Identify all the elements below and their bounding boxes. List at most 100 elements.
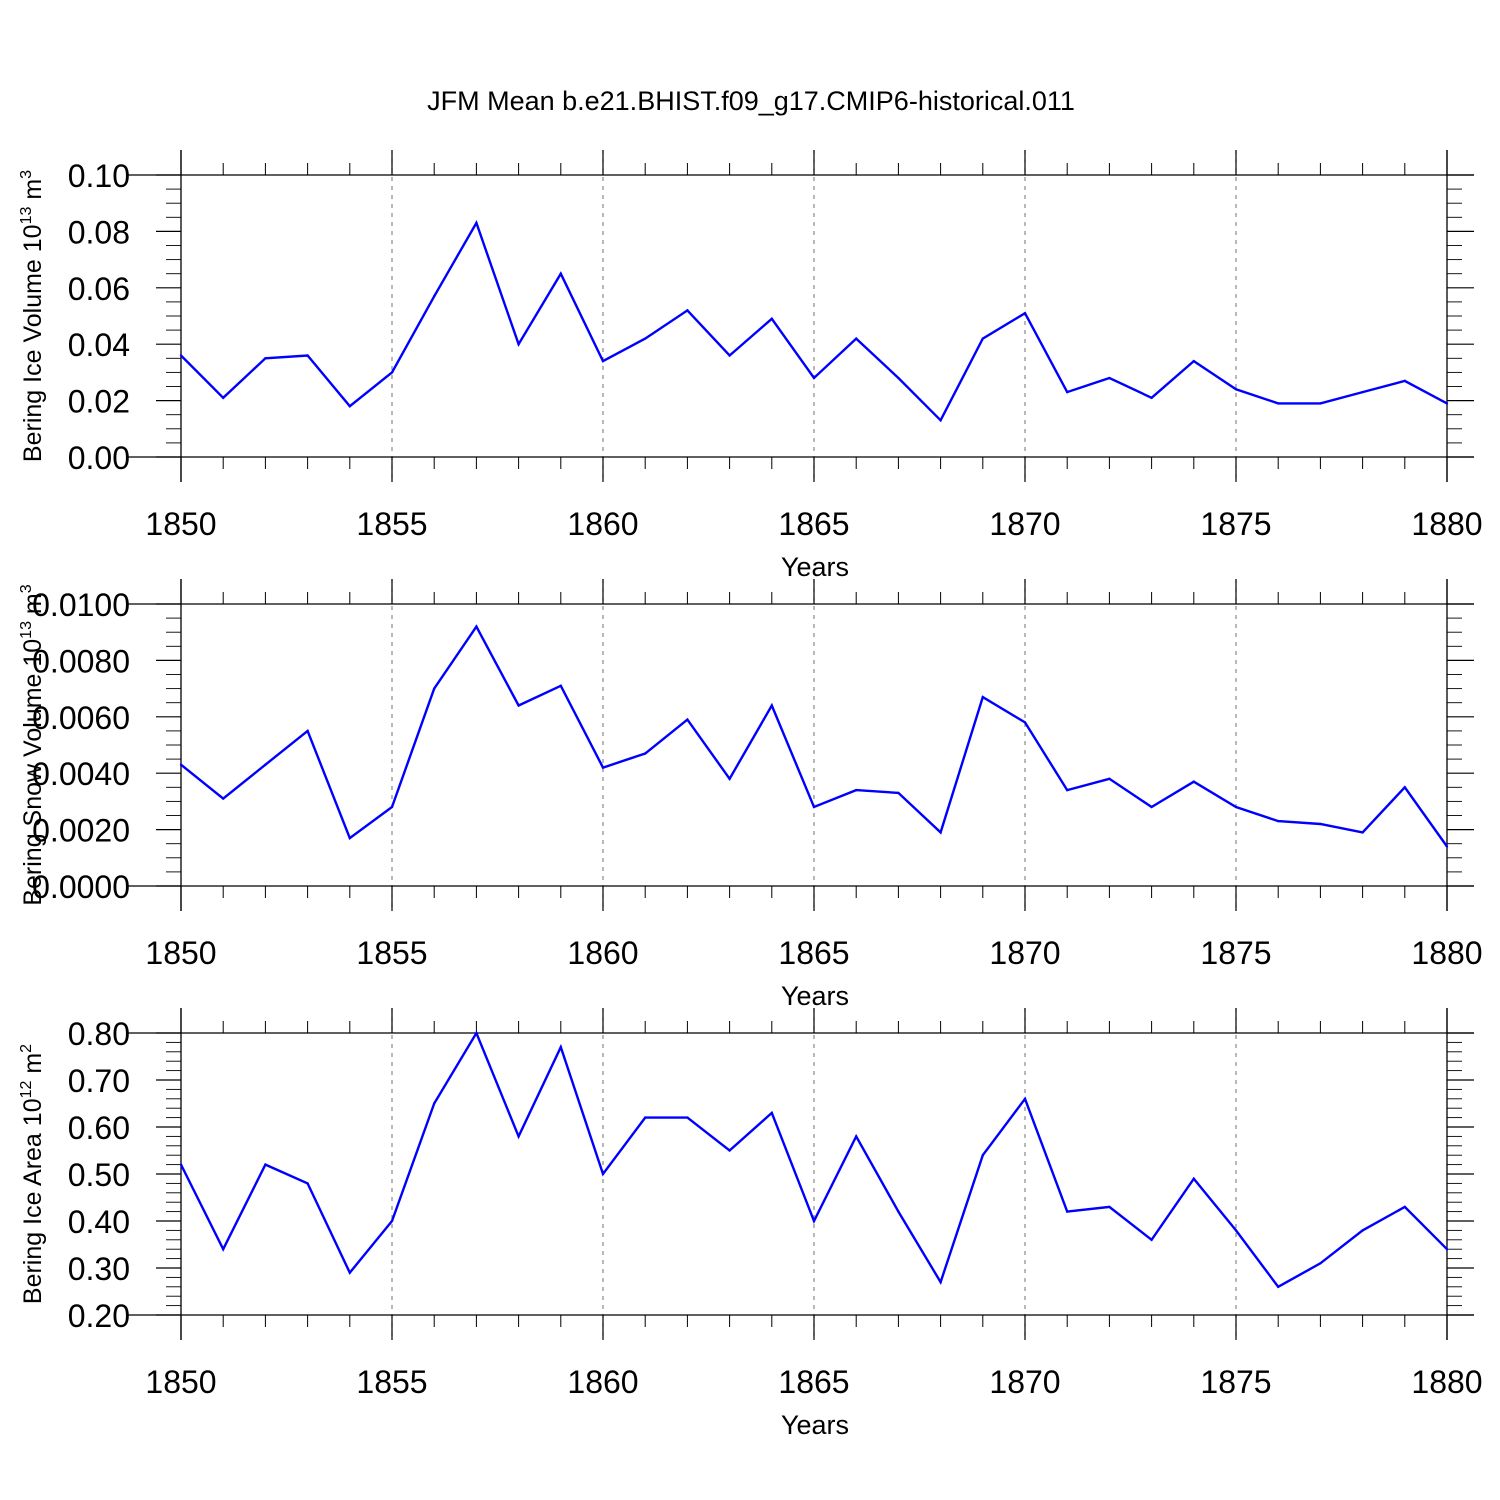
data-point (1403, 379, 1407, 383)
x-tick-label: 1855 (356, 935, 427, 971)
data-point (1108, 376, 1111, 380)
data-point (686, 718, 689, 721)
data-point (559, 684, 562, 687)
data-point (601, 359, 605, 363)
data-point (812, 376, 816, 380)
data-point (433, 295, 436, 298)
data-point (981, 695, 984, 699)
data-point (1066, 1210, 1069, 1213)
y-tick-label: 0.02 (68, 384, 130, 420)
data-point (897, 791, 900, 795)
data-point (855, 337, 858, 340)
x-tick-label: 1850 (145, 506, 216, 542)
y-tick-label: 0.10 (68, 158, 130, 194)
data-point (517, 704, 520, 707)
x-tick-label: 1875 (1200, 506, 1271, 542)
x-tick-label: 1870 (989, 935, 1060, 971)
data-point (1108, 777, 1111, 781)
data-point (686, 1116, 689, 1119)
y-axis-title: Bering Ice Volume 1013 m3 (18, 170, 47, 462)
data-point (222, 1248, 225, 1251)
x-tick-label: 1880 (1411, 506, 1482, 542)
data-point (812, 1219, 816, 1223)
x-tick-label: 1860 (567, 506, 638, 542)
data-point (1108, 1205, 1111, 1209)
data-point (728, 354, 731, 357)
data-point (179, 763, 183, 766)
data-point (1023, 311, 1027, 315)
x-axis-title: Years (781, 552, 849, 582)
x-tick-label: 1855 (356, 506, 427, 542)
data-point (475, 625, 478, 628)
x-tick-label: 1860 (567, 935, 638, 971)
data-point (1319, 402, 1322, 405)
figure-title: JFM Mean b.e21.BHIST.f09_g17.CMIP6-histo… (427, 86, 1075, 116)
data-point (390, 1219, 394, 1223)
data-point (517, 343, 520, 346)
y-tick-label: 0.06 (68, 271, 130, 307)
data-point (390, 371, 394, 374)
data-point (433, 1102, 436, 1105)
data-point (306, 1182, 309, 1185)
data-point (770, 1111, 773, 1115)
y-tick-label: 0.50 (68, 1157, 130, 1193)
data-point (1319, 822, 1322, 826)
data-point (1361, 831, 1364, 834)
data-point (348, 405, 351, 408)
y-tick-label: 0.0000 (32, 869, 130, 905)
data-point (179, 354, 183, 357)
data-point (728, 1149, 731, 1152)
data-point (981, 1154, 984, 1157)
x-tick-label: 1860 (567, 1364, 638, 1400)
data-point (1192, 1177, 1196, 1180)
data-point (981, 337, 984, 340)
y-tick-label: 0.0020 (32, 813, 130, 849)
data-point (475, 221, 478, 225)
data-point (559, 272, 562, 275)
data-point (1445, 845, 1449, 848)
snow-volume-panel: 0.0000 0.0020 0.0040 0.0060 0.0080 0.0100 1850… (18, 579, 1483, 1011)
data-point (1445, 402, 1449, 405)
data-point (644, 752, 647, 755)
data-point (855, 1135, 858, 1138)
data-point (601, 1172, 605, 1176)
data-point (897, 376, 900, 380)
data-point (222, 797, 225, 800)
data-point (264, 1163, 267, 1166)
data-point (1023, 1097, 1027, 1101)
data-point (939, 1280, 942, 1284)
data-point (897, 1210, 900, 1213)
y-tick-label: 0.0040 (32, 756, 130, 792)
data-point (559, 1045, 562, 1049)
ice-area-panel: 0.20 0.30 0.40 0.50 0.60 0.70 0.80 1850 1855 1860… (18, 1008, 1483, 1440)
y-tick-label: 0.20 (68, 1298, 130, 1334)
y-tick-label: 0.0060 (32, 700, 130, 736)
data-point (179, 1163, 183, 1166)
data-point (1445, 1248, 1449, 1251)
y-tick-label: 0.40 (68, 1204, 130, 1240)
x-tick-label: 1865 (778, 1364, 849, 1400)
data-point (475, 1031, 478, 1035)
y-axis-title: Bering Snow Volume 1013 m3 (18, 584, 47, 905)
data-point (644, 337, 647, 340)
data-point (1023, 721, 1027, 724)
y-tick-label: 0.60 (68, 1110, 130, 1146)
data-point (348, 836, 351, 840)
x-tick-label: 1870 (989, 506, 1060, 542)
data-point (644, 1116, 647, 1119)
data-point (1234, 388, 1238, 391)
data-point (1192, 780, 1196, 783)
data-point (855, 788, 858, 792)
data-point (1277, 402, 1280, 405)
data-point (812, 805, 816, 809)
x-tick-label: 1880 (1411, 935, 1482, 971)
data-point (1234, 1229, 1238, 1232)
data-point (306, 729, 309, 733)
data-point (1403, 786, 1407, 789)
data-point (1066, 788, 1069, 792)
y-tick-label: 0.0100 (32, 587, 130, 623)
y-tick-label: 0.0080 (32, 643, 130, 679)
y-tick-label: 0.80 (68, 1016, 130, 1052)
data-point (1361, 390, 1364, 394)
